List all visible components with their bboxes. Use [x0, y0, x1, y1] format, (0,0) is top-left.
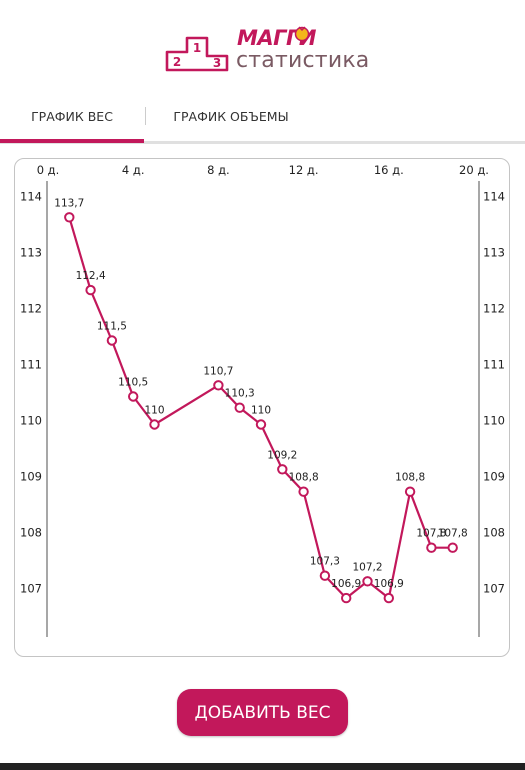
- data-label: 110,7: [203, 365, 233, 377]
- data-point: [213, 380, 224, 391]
- data-point: [128, 391, 139, 402]
- tab-underline-track: [0, 141, 525, 144]
- y-tick-label-right: 114: [483, 190, 505, 204]
- podium-icon: 2 1 3: [165, 36, 229, 72]
- data-label: 107,8: [438, 528, 468, 540]
- data-point: [277, 464, 288, 475]
- data-label: 113,7: [54, 197, 84, 209]
- data-label: 110,3: [225, 388, 255, 400]
- podium-number-3: 3: [213, 56, 221, 70]
- data-point: [447, 542, 458, 553]
- data-label: 107,8: [416, 528, 446, 540]
- tab-divider: [145, 107, 146, 125]
- data-point: [106, 335, 118, 346]
- y-tick-label-right: 112: [483, 302, 505, 316]
- data-point: [362, 576, 373, 587]
- x-tick-label: 20 д.: [459, 163, 489, 177]
- data-label: 108,8: [289, 472, 319, 484]
- y-tick-label-left: 114: [20, 190, 42, 204]
- data-label: 109,2: [267, 449, 297, 461]
- brand-subtitle: статистика: [236, 48, 370, 73]
- x-tick-label: 0 д.: [37, 163, 60, 177]
- data-point: [404, 486, 416, 497]
- podium-number-1: 1: [193, 41, 201, 55]
- app-logo: 2 1 3 МАГГИ статистика: [165, 22, 369, 76]
- add-weight-button[interactable]: ДОБАВИТЬ ВЕС: [177, 689, 348, 736]
- data-label: 107,2: [352, 561, 382, 573]
- y-tick-label-left: 107: [20, 582, 42, 596]
- data-label: 111,5: [97, 321, 127, 333]
- tab-active-indicator: [0, 139, 144, 143]
- y-tick-label-left: 109: [20, 470, 42, 484]
- y-tick-label-left: 113: [20, 246, 42, 260]
- data-point: [341, 592, 352, 604]
- weight-chart-card: 0 д. 4 д. 8 д. 12 д. 16 д. 20 д. 114 114 113 113 1…: [14, 158, 510, 657]
- y-tick-label-right: 113: [483, 246, 505, 260]
- data-label: 106,9: [374, 578, 404, 590]
- y-tick-label-left: 111: [20, 358, 42, 372]
- system-bottom-bar: [0, 763, 525, 770]
- x-tick-label: 12 д.: [289, 163, 319, 177]
- tab-volume-chart[interactable]: ГРАФИК ОБЪЕМЫ: [173, 109, 289, 124]
- data-label: 107,3: [310, 556, 340, 568]
- data-point: [255, 419, 267, 430]
- y-tick-label-right: 111: [483, 358, 505, 372]
- y-tick-label-left: 110: [20, 414, 42, 428]
- data-label: 110,5: [118, 377, 148, 389]
- data-point: [234, 402, 245, 413]
- data-point: [298, 486, 309, 497]
- x-tick-label: 4 д.: [122, 163, 145, 177]
- y-tick-label-right: 107: [483, 582, 505, 596]
- x-tick-label: 16 д.: [374, 163, 404, 177]
- x-tick-label: 8 д.: [207, 163, 230, 177]
- data-label: 108,8: [395, 472, 425, 484]
- tab-weight-chart[interactable]: ГРАФИК ВЕС: [31, 109, 113, 124]
- data-point: [149, 419, 160, 430]
- data-label: 112,4: [76, 270, 106, 282]
- data-point: [383, 592, 394, 604]
- brand-medal-icon: [294, 26, 310, 42]
- data-point: [319, 570, 331, 581]
- y-tick-label-left: 108: [20, 526, 42, 540]
- data-point: [85, 284, 96, 296]
- data-label: 110: [251, 405, 271, 417]
- y-tick-label-right: 108: [483, 526, 505, 540]
- y-tick-label-right: 109: [483, 470, 505, 484]
- podium-number-2: 2: [173, 55, 181, 69]
- y-tick-label-right: 110: [483, 414, 505, 428]
- data-point: [426, 542, 437, 553]
- tab-bar: ГРАФИК ВЕС ГРАФИК ОБЪЕМЫ: [0, 98, 525, 144]
- data-label: 110: [144, 405, 164, 417]
- data-label: 106,9: [331, 578, 361, 590]
- weight-chart: 0 д. 4 д. 8 д. 12 д. 16 д. 20 д. 114 114 113 113 1…: [20, 163, 505, 637]
- y-tick-label-left: 112: [20, 302, 42, 316]
- data-point: [64, 212, 75, 223]
